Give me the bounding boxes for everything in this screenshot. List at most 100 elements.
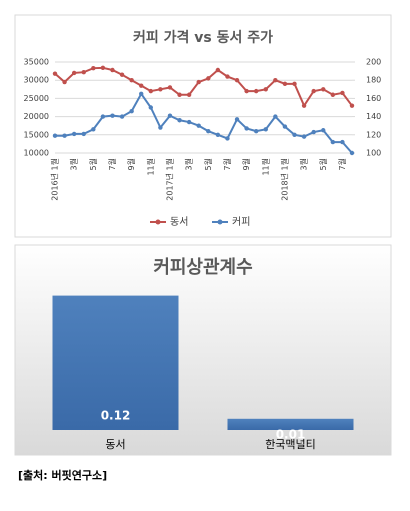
point (177, 92, 182, 97)
value-label: 0.12 (101, 409, 131, 423)
point (301, 103, 307, 108)
x-tick-label: 한국맥널티 (265, 438, 316, 451)
point (225, 136, 230, 141)
y2-tick-label: 160 (366, 94, 381, 103)
y-tick-label: 10000 (24, 149, 49, 158)
point (321, 87, 326, 92)
x-tick-label: 3월 (184, 158, 194, 170)
x-tick-label: 5월 (88, 158, 98, 170)
point (129, 108, 134, 114)
x-tick-label: 7월 (337, 158, 347, 170)
legend-label: 동서 (170, 216, 188, 228)
point (52, 71, 58, 76)
y-tick-label: 20000 (24, 112, 49, 121)
line-chart-frame (14, 14, 392, 238)
point (100, 65, 106, 71)
y-tick-label: 30000 (24, 76, 49, 85)
point (234, 117, 240, 122)
point (148, 105, 154, 110)
point (330, 92, 336, 97)
x-tick-label: 3월 (299, 158, 309, 170)
point (340, 90, 345, 96)
source: [출처: 버핏연구소] (18, 468, 107, 482)
line-title: 커피 가격 vs 동서 주가 (133, 29, 273, 46)
point (292, 81, 297, 87)
point (71, 70, 77, 76)
point (206, 128, 211, 134)
y-tick-label: 35000 (24, 58, 49, 67)
point (349, 150, 355, 156)
y-tick-label: 25000 (24, 94, 49, 103)
point (81, 131, 86, 137)
x-tick-label: 11월 (145, 158, 155, 176)
point (110, 113, 115, 118)
point (158, 87, 163, 92)
point (311, 88, 316, 94)
y2-tick-label: 180 (366, 76, 381, 85)
x-tick-label: 2017년 1월 (164, 158, 174, 201)
point (81, 69, 86, 75)
legend-label: 커피 (232, 216, 250, 228)
point (292, 132, 297, 137)
point (273, 114, 278, 119)
point (62, 133, 67, 138)
y2-tick-label: 140 (366, 112, 381, 121)
point (167, 85, 173, 90)
point (91, 127, 96, 132)
point (234, 78, 240, 83)
x-tick-label: 2018년 1월 (279, 158, 289, 201)
point (129, 78, 134, 83)
point (196, 123, 201, 128)
y2-tick-label: 120 (366, 130, 381, 139)
point (100, 114, 106, 119)
point (206, 76, 211, 81)
point (119, 114, 125, 119)
point (91, 65, 96, 71)
legend-marker (155, 219, 161, 225)
point (330, 139, 336, 145)
point (158, 125, 163, 130)
x-tick-label: 5월 (318, 158, 328, 170)
point (148, 88, 154, 94)
point (225, 74, 230, 79)
y2-tick-label: 100 (366, 149, 381, 158)
point (253, 128, 259, 134)
point (311, 129, 316, 135)
point (340, 139, 345, 145)
point (301, 134, 307, 139)
point (110, 67, 115, 73)
point (244, 126, 249, 131)
x-tick-label: 9월 (241, 158, 251, 170)
point (215, 132, 221, 137)
x-tick-label: 3월 (69, 158, 79, 170)
point (167, 113, 173, 118)
x-tick-label: 동서 (105, 438, 125, 451)
bar (227, 418, 354, 430)
legend-marker (217, 219, 223, 225)
point (263, 87, 268, 92)
point (263, 127, 268, 132)
y-tick-label: 15000 (24, 130, 49, 139)
point (215, 67, 221, 73)
point (244, 88, 249, 94)
x-tick-label: 5월 (203, 158, 213, 170)
point (62, 79, 67, 85)
x-tick-label: 7월 (222, 158, 232, 170)
point (52, 133, 58, 138)
point (186, 92, 192, 97)
point (196, 79, 201, 85)
x-tick-label: 2016년 1월 (50, 158, 60, 201)
value-label: 0.01 (276, 427, 306, 441)
y2-tick-label: 200 (366, 58, 381, 67)
point (139, 83, 144, 88)
point (273, 78, 278, 83)
point (321, 128, 326, 133)
x-tick-label: 7월 (107, 158, 117, 170)
bar-title: 커피상관계수 (153, 257, 252, 278)
x-tick-label: 11월 (260, 158, 270, 176)
bar (52, 295, 179, 430)
point (282, 81, 288, 87)
point (177, 118, 182, 123)
x-tick-label: 9월 (126, 158, 136, 170)
